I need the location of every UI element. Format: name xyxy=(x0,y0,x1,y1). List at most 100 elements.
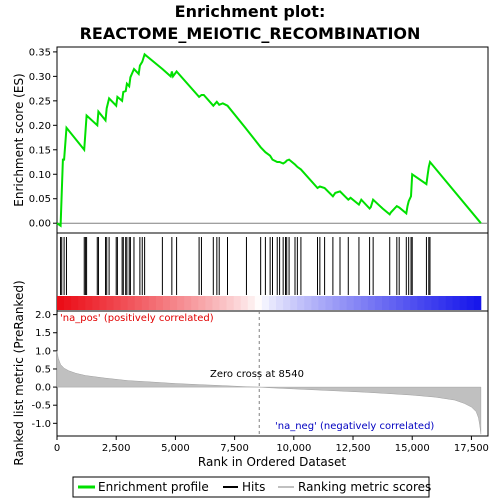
rank-bar-segment xyxy=(332,296,340,310)
es-y-axis-label: Enrichment score (ES) xyxy=(12,73,26,206)
rank-color-bar xyxy=(57,296,482,310)
es-y-tick-label: 0.25 xyxy=(29,96,51,107)
x-axis-label: Rank in Ordered Dataset xyxy=(198,455,346,469)
rank-bar-segment xyxy=(424,296,432,310)
ranking-metric-series xyxy=(56,350,482,435)
rank-bar-segment xyxy=(113,296,121,310)
rank-bar-segment xyxy=(318,296,326,310)
x-tick-label: 12,500 xyxy=(336,443,371,454)
x-tick-label: 2,500 xyxy=(102,443,131,454)
es-y-tick-label: 0.10 xyxy=(29,170,51,181)
chart-title-line2: REACTOME_MEIOTIC_RECOMBINATION xyxy=(80,24,421,43)
rank-bar-segment xyxy=(346,296,355,310)
es-y-tick-label: 0.20 xyxy=(29,121,51,132)
rank-bar-segment xyxy=(261,296,270,310)
rank-bar-segment xyxy=(381,296,390,310)
rank-bar-segment xyxy=(247,296,256,310)
rank-bar-segment xyxy=(283,296,291,310)
legend-label-hits: Hits xyxy=(242,480,265,494)
rank-bar-segment xyxy=(212,296,220,310)
metric-y-tick-label: 0.5 xyxy=(35,364,51,375)
rank-bar-segment xyxy=(240,296,249,310)
rank-bar-segment xyxy=(226,296,235,310)
es-y-tick-label: 0.30 xyxy=(29,72,51,83)
rank-bar-segment xyxy=(92,296,100,310)
zero-cross-label: Zero cross at 8540 xyxy=(210,369,304,380)
rank-bar-segment xyxy=(219,296,227,310)
pos-correlated-label: 'na_pos' (positively correlated) xyxy=(60,313,214,324)
rank-bar-segment xyxy=(127,296,136,310)
rank-bar-segment xyxy=(353,296,362,310)
x-tick-label: 15,000 xyxy=(395,443,430,454)
rank-bar-segment xyxy=(410,296,418,310)
rank-bar-segment xyxy=(64,296,72,310)
rank-bar-segment xyxy=(268,296,277,310)
x-tick-label: 17,500 xyxy=(454,443,489,454)
rank-bar-segment xyxy=(276,296,284,310)
metric-y-tick-label: 1.0 xyxy=(35,346,51,357)
rank-bar-segment xyxy=(459,296,468,310)
rank-bar-segment xyxy=(374,296,383,310)
rank-bar-segment xyxy=(162,296,171,310)
rank-bar-segment xyxy=(445,296,454,310)
legend: Enrichment profile Hits Ranking metric s… xyxy=(72,476,431,498)
x-tick-label: 0 xyxy=(54,443,60,454)
rank-bar-segment xyxy=(120,296,129,310)
hit-markers xyxy=(60,237,431,295)
rank-bar-segment xyxy=(78,296,86,310)
rank-bar-segment xyxy=(85,296,93,310)
legend-box xyxy=(72,476,430,498)
rank-bar-segment xyxy=(297,296,305,310)
x-axis: 0 2,500 5,000 7,500 10,000 12,500 15,000 17,500 xyxy=(54,436,489,454)
rank-bar-segment xyxy=(170,296,178,310)
rank-bar-segment xyxy=(254,296,263,310)
es-y-tick-label: 0.15 xyxy=(29,145,51,156)
metric-y-tick-label: 1.5 xyxy=(35,328,51,339)
rank-bar-segment xyxy=(473,296,482,310)
rank-bar-segment xyxy=(198,296,206,310)
rank-bar-segment xyxy=(389,296,397,310)
chart-title-line1: Enrichment plot: xyxy=(175,2,326,21)
rank-bar-segment xyxy=(141,296,150,310)
rank-bar-segment xyxy=(57,296,65,310)
rank-bar-segment xyxy=(99,296,107,310)
rank-bar-segment xyxy=(466,296,475,310)
es-y-tick-label: 0.00 xyxy=(29,219,51,230)
rank-bar-segment xyxy=(184,296,192,310)
metric-y-tick-label: -1.0 xyxy=(31,419,51,430)
rank-bar-segment xyxy=(438,296,446,310)
rank-bar-segment xyxy=(148,296,157,310)
es-y-tick-label: 0.35 xyxy=(29,47,51,58)
rank-bar-segment xyxy=(177,296,185,310)
rank-bar-segment xyxy=(452,296,461,310)
legend-label-enrichment: Enrichment profile xyxy=(98,480,209,494)
rank-bar-segment xyxy=(155,296,164,310)
es-panel-frame xyxy=(56,46,489,234)
legend-label-metric: Ranking metric scores xyxy=(298,480,431,494)
rank-bar-segment xyxy=(106,296,114,310)
rank-bar-segment xyxy=(396,296,404,310)
neg-correlated-label: 'na_neg' (negatively correlated) xyxy=(275,421,434,432)
rank-bar-segment xyxy=(205,296,213,310)
rank-bar-segment xyxy=(71,296,79,310)
rank-bar-segment xyxy=(191,296,199,310)
rank-bar-segment xyxy=(431,296,439,310)
es-y-axis: 0.00 0.05 0.10 0.15 0.20 0.25 0.30 0.35 xyxy=(29,47,57,230)
enrichment-profile-series xyxy=(56,52,482,228)
metric-y-tick-label: -0.5 xyxy=(31,401,51,412)
metric-y-axis-label: Ranked list metric (PreRanked) xyxy=(12,280,26,465)
rank-bar-segment xyxy=(367,296,376,310)
rank-bar-segment xyxy=(403,296,411,310)
rank-bar-segment xyxy=(417,296,425,310)
rank-bar-segment xyxy=(325,296,333,310)
ranking-metric-area xyxy=(56,350,482,435)
rank-bar-segment xyxy=(304,296,312,310)
rank-bar-segment xyxy=(290,296,298,310)
metric-y-tick-label: 2.0 xyxy=(35,310,51,321)
x-tick-label: 10,000 xyxy=(276,443,311,454)
rank-bar-segment xyxy=(134,296,143,310)
metric-y-axis: -1.0 -0.5 0.0 0.5 1.0 1.5 2.0 xyxy=(31,310,57,430)
enrichment-profile-line xyxy=(56,52,482,228)
rank-bar-segment xyxy=(360,296,369,310)
